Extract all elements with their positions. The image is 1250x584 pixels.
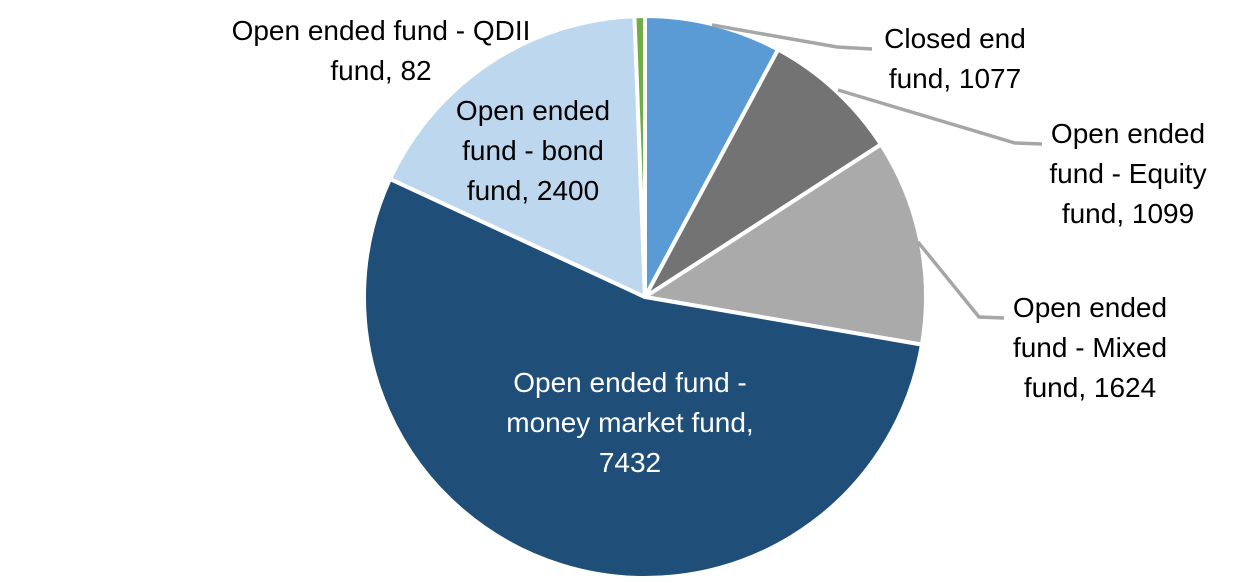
label-equity-fund: Open ended fund - Equity fund, 1099 [1049,118,1207,229]
label-bond-fund: Open ended fund - bond fund, 2400 [455,95,611,206]
pie-slice-equity-fund [643,47,883,299]
pie-slices [362,14,928,580]
pie-slice-money-market-fund [362,176,924,580]
leader-line-closed-end-fund [711,23,873,51]
pie-slice-bond-fund [388,14,647,299]
label-closed-end-fund: Closed end fund, 1077 [884,23,1026,94]
label-mixed-fund: Open ended fund - Mixed fund, 1624 [1012,292,1168,403]
leader-line-mixed-fund [916,240,1005,320]
label-money-market-fund: Open ended fund - money market fund, 743… [506,367,754,478]
pie-slice-mixed-fund [643,142,928,347]
leader-line-equity-fund [837,88,1043,146]
pie-slice-qdii-fund [632,14,647,299]
label-qdii-fund: Open ended fund - QDII fund, 82 [231,15,531,86]
